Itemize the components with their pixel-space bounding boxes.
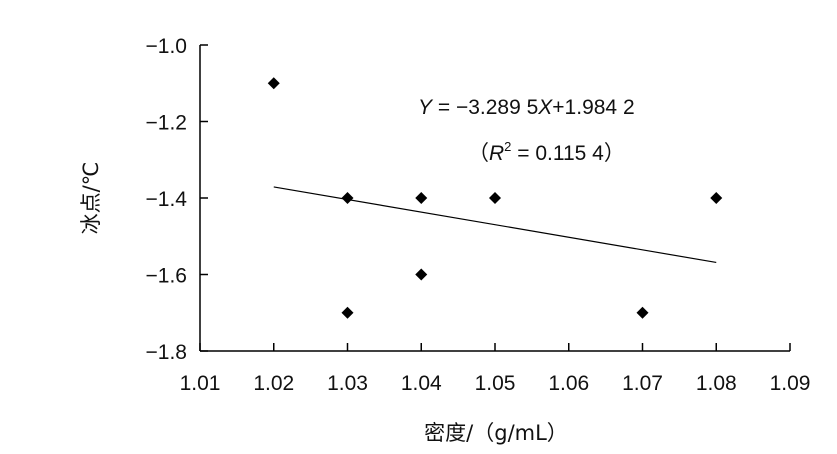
r-squared-open-paren: （ [468, 142, 489, 165]
y-axis-ticks: −1.0 −1.2 −1.4 −1.6 −1.8 [146, 35, 208, 364]
x-tick-label: 1.08 [696, 372, 737, 395]
y-tick-label: −1.0 [146, 35, 187, 58]
x-tick-label: 1.05 [475, 372, 516, 395]
x-tick-label: 1.09 [770, 372, 811, 395]
data-point [341, 192, 354, 204]
equation-y-symbol: Y [418, 96, 434, 119]
x-tick-label: 1.03 [327, 372, 368, 395]
equation-x-symbol: X [537, 96, 553, 119]
x-tick-label: 1.01 [180, 372, 221, 395]
x-axis-ticks: 1.01 1.02 1.03 1.04 1.05 1.06 1.07 1.08 1.09 [180, 343, 811, 395]
x-tick-label: 1.06 [548, 372, 589, 395]
r-squared-symbol: R [489, 142, 504, 165]
x-axis-title: 密度/（g/mL） [424, 421, 568, 445]
y-tick-label: −1.6 [146, 265, 187, 288]
data-point [636, 306, 649, 319]
x-tick-label: 1.04 [401, 372, 442, 395]
r-squared-value: = 0.115 4） [511, 142, 624, 165]
x-tick-label: 1.02 [253, 372, 294, 395]
x-tick-label: 1.07 [622, 372, 663, 395]
y-axis-title: 冰点/℃ [79, 162, 103, 235]
regression-equation: Y = −3.289 5X+1.984 2 [418, 96, 635, 119]
equation-intercept: +1.984 2 [552, 96, 634, 119]
data-point [415, 192, 428, 204]
data-point [489, 192, 501, 204]
r-squared-exponent: 2 [504, 139, 511, 154]
r-squared-label: （R2 = 0.115 4） [468, 139, 625, 165]
data-points [267, 77, 723, 319]
data-point [267, 77, 280, 90]
y-tick-label: −1.2 [146, 112, 187, 135]
data-point [710, 192, 723, 204]
y-tick-label: −1.4 [146, 188, 188, 211]
data-point [341, 306, 354, 319]
y-tick-label: −1.8 [146, 341, 187, 364]
equation-slope: = −3.289 5 [432, 96, 538, 119]
data-point [415, 268, 428, 281]
